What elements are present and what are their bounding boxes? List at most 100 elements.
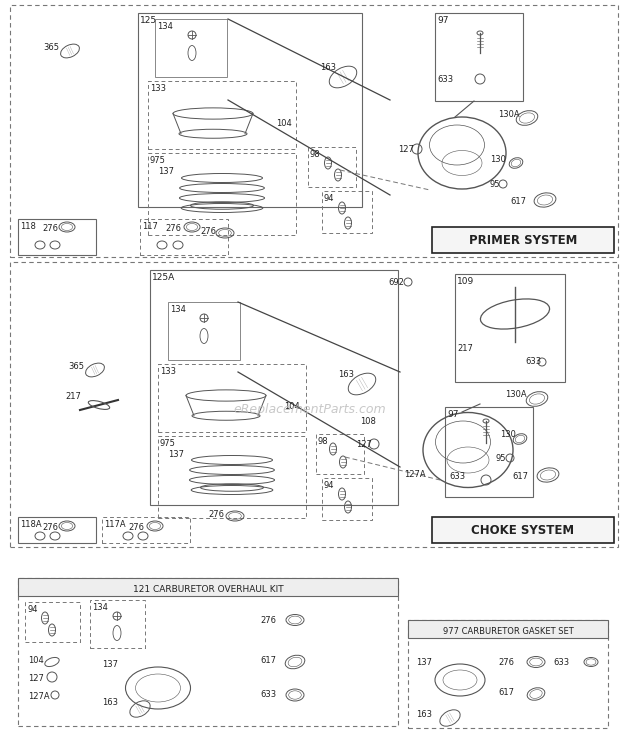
Text: 127: 127 bbox=[356, 440, 372, 449]
Text: 276: 276 bbox=[165, 224, 181, 233]
Bar bbox=[10, 262, 618, 547]
Text: 365: 365 bbox=[43, 43, 59, 52]
Text: 975: 975 bbox=[150, 156, 166, 165]
Bar bbox=[18, 578, 398, 726]
Text: 104: 104 bbox=[276, 119, 292, 128]
Text: 276: 276 bbox=[128, 523, 144, 532]
Bar bbox=[148, 81, 296, 149]
Bar bbox=[18, 517, 96, 543]
Text: 633: 633 bbox=[437, 75, 453, 84]
Text: 125A: 125A bbox=[152, 273, 175, 282]
Text: 117A: 117A bbox=[104, 520, 126, 529]
Bar bbox=[322, 478, 372, 520]
Bar bbox=[25, 602, 80, 642]
Text: 692: 692 bbox=[388, 278, 404, 287]
Text: 217: 217 bbox=[457, 344, 473, 353]
Text: 633: 633 bbox=[260, 690, 276, 699]
Text: 117: 117 bbox=[142, 222, 158, 231]
Text: 633: 633 bbox=[449, 472, 465, 481]
Text: 97: 97 bbox=[437, 16, 448, 25]
Text: eReplacementParts.com: eReplacementParts.com bbox=[234, 403, 386, 417]
Text: 163: 163 bbox=[320, 63, 336, 72]
Text: 137: 137 bbox=[416, 658, 432, 667]
Text: 276: 276 bbox=[208, 510, 224, 519]
Bar bbox=[18, 219, 96, 255]
Text: 137: 137 bbox=[158, 167, 174, 176]
Text: 133: 133 bbox=[160, 367, 176, 376]
Bar bbox=[432, 227, 614, 253]
Text: 276: 276 bbox=[200, 227, 216, 236]
Text: 130: 130 bbox=[500, 430, 516, 439]
Text: 276: 276 bbox=[42, 224, 58, 233]
Bar bbox=[158, 364, 306, 432]
Text: 97: 97 bbox=[447, 410, 459, 419]
Text: 127: 127 bbox=[28, 674, 44, 683]
Bar bbox=[18, 578, 398, 596]
Bar bbox=[445, 407, 533, 497]
Text: 108: 108 bbox=[360, 417, 376, 426]
Bar bbox=[308, 147, 356, 187]
Text: 134: 134 bbox=[170, 305, 186, 314]
Text: 127A: 127A bbox=[28, 692, 50, 701]
Bar bbox=[102, 517, 190, 543]
Text: 276: 276 bbox=[498, 658, 514, 667]
Bar bbox=[158, 436, 306, 518]
Text: 137: 137 bbox=[102, 660, 118, 669]
Text: 617: 617 bbox=[512, 472, 528, 481]
Text: 94: 94 bbox=[324, 194, 335, 203]
Text: 130A: 130A bbox=[498, 110, 520, 119]
Text: 217: 217 bbox=[65, 392, 81, 401]
Text: 125: 125 bbox=[140, 16, 157, 25]
Text: 134: 134 bbox=[157, 22, 173, 31]
Bar bbox=[90, 600, 145, 648]
Bar bbox=[168, 302, 240, 360]
Text: 633: 633 bbox=[525, 357, 541, 366]
Text: 163: 163 bbox=[338, 370, 354, 379]
Text: 127A: 127A bbox=[404, 470, 425, 479]
Bar bbox=[408, 620, 608, 728]
Text: CHOKE SYSTEM: CHOKE SYSTEM bbox=[471, 524, 575, 536]
Bar bbox=[435, 13, 523, 101]
Text: 137: 137 bbox=[168, 450, 184, 459]
Text: 127: 127 bbox=[398, 145, 414, 154]
Text: 130A: 130A bbox=[505, 390, 526, 399]
Text: 118A: 118A bbox=[20, 520, 42, 529]
Text: 95: 95 bbox=[496, 454, 507, 463]
Text: 121 CARBURETOR OVERHAUL KIT: 121 CARBURETOR OVERHAUL KIT bbox=[133, 586, 283, 594]
Text: 94: 94 bbox=[324, 481, 335, 490]
Text: 104: 104 bbox=[284, 402, 299, 411]
Text: 163: 163 bbox=[102, 698, 118, 707]
Text: 118: 118 bbox=[20, 222, 36, 231]
Text: 95: 95 bbox=[490, 180, 500, 189]
Text: 977 CARBURETOR GASKET SET: 977 CARBURETOR GASKET SET bbox=[443, 627, 574, 637]
Text: 134: 134 bbox=[92, 603, 108, 612]
Bar bbox=[140, 219, 228, 255]
Text: 975: 975 bbox=[160, 439, 176, 448]
Bar bbox=[138, 13, 362, 207]
Text: 633: 633 bbox=[553, 658, 569, 667]
Text: 617: 617 bbox=[498, 688, 514, 697]
Bar bbox=[408, 620, 608, 638]
Text: 109: 109 bbox=[457, 277, 474, 286]
Bar bbox=[148, 153, 296, 235]
Text: 133: 133 bbox=[150, 84, 166, 93]
Text: 104: 104 bbox=[28, 656, 44, 665]
Text: 98: 98 bbox=[318, 437, 329, 446]
Bar bbox=[322, 191, 372, 233]
Text: 617: 617 bbox=[510, 197, 526, 206]
Bar bbox=[455, 274, 565, 382]
Text: 94: 94 bbox=[27, 605, 37, 614]
Bar bbox=[10, 5, 618, 257]
Text: 276: 276 bbox=[42, 523, 58, 532]
Bar bbox=[432, 517, 614, 543]
Bar bbox=[150, 270, 398, 505]
Text: 276: 276 bbox=[260, 616, 276, 625]
Text: 163: 163 bbox=[416, 710, 432, 719]
Bar bbox=[316, 434, 364, 474]
Text: PRIMER SYSTEM: PRIMER SYSTEM bbox=[469, 234, 577, 246]
Text: 130: 130 bbox=[490, 155, 506, 164]
Bar bbox=[155, 19, 227, 77]
Text: 365: 365 bbox=[68, 362, 84, 371]
Text: 98: 98 bbox=[310, 150, 321, 159]
Text: 617: 617 bbox=[260, 656, 276, 665]
